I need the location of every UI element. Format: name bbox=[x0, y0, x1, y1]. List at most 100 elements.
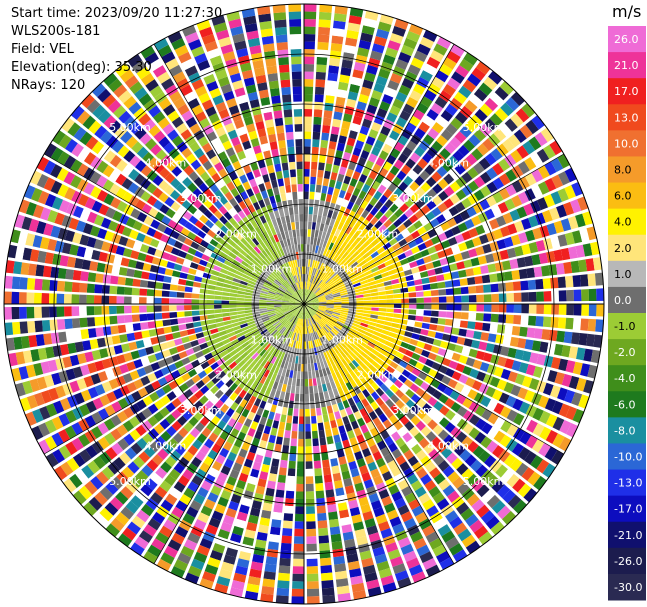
ppi-gate-cell bbox=[388, 193, 399, 203]
ppi-gate-cell bbox=[517, 161, 530, 175]
ppi-gate-cell bbox=[438, 190, 449, 202]
ppi-gate-cell bbox=[20, 262, 30, 275]
ppi-gate-cell bbox=[564, 167, 577, 183]
ppi-gate-cell bbox=[274, 27, 288, 36]
ppi-gate-cell bbox=[109, 315, 118, 325]
ppi-gate-cell bbox=[349, 194, 358, 204]
ppi-gate-cell bbox=[27, 320, 36, 334]
ppi-gate-cell bbox=[537, 181, 550, 195]
ppi-gate-cell bbox=[34, 292, 42, 304]
ppi-gate-cell bbox=[323, 170, 331, 180]
ppi-gate-cell bbox=[321, 579, 334, 589]
ppi-gate-cell bbox=[500, 102, 514, 117]
ppi-gate-cell bbox=[305, 483, 314, 492]
ppi-gate-cell bbox=[308, 282, 312, 290]
ppi-gate-cell bbox=[318, 26, 331, 36]
ppi-gate-cell bbox=[296, 468, 304, 477]
ppi-gate-cell bbox=[394, 247, 404, 256]
ppi-gate-cell bbox=[309, 259, 313, 268]
ppi-gate-cell bbox=[458, 85, 472, 99]
ppi-gate-cell bbox=[304, 236, 307, 245]
ppi-gate-cell bbox=[214, 304, 222, 309]
ppi-gate-cell bbox=[330, 226, 337, 236]
ppi-gate-cell bbox=[329, 526, 341, 535]
ppi-gate-cell bbox=[309, 292, 315, 299]
ppi-gate-cell bbox=[394, 208, 404, 218]
ppi-gate-cell bbox=[304, 296, 307, 304]
ppi-gate-cell bbox=[191, 293, 200, 299]
ppi-gate-cell bbox=[420, 249, 430, 258]
ppi-gate-cell bbox=[365, 273, 374, 280]
ppi-gate-cell bbox=[325, 277, 332, 284]
ppi-gate-cell bbox=[543, 291, 552, 302]
ppi-gate-cell bbox=[372, 229, 382, 238]
ppi-gate-cell bbox=[350, 154, 359, 164]
field-text: Field: VEL bbox=[11, 42, 74, 57]
ppi-gate-cell bbox=[311, 221, 317, 230]
ppi-gate-cell bbox=[474, 275, 483, 285]
ppi-gate-cell bbox=[395, 91, 408, 103]
ppi-gate-cell bbox=[347, 184, 355, 194]
ppi-gate-cell bbox=[314, 287, 320, 294]
ppi-gate-cell bbox=[306, 543, 317, 552]
ppi-gate-cell bbox=[461, 295, 469, 303]
ppi-gate-cell bbox=[206, 309, 215, 315]
ppi-gate-cell bbox=[146, 305, 155, 313]
ppi-gate-cell bbox=[388, 251, 398, 259]
ppi-gate-cell bbox=[3, 291, 12, 304]
colorbar-tick-label: 8.0 bbox=[614, 164, 632, 177]
ppi-gate-cell bbox=[191, 299, 200, 304]
ppi-gate-cell bbox=[311, 146, 319, 155]
ppi-gate-cell bbox=[422, 115, 435, 127]
ppi-gate-cell bbox=[322, 287, 330, 293]
ppi-gate-cell bbox=[309, 393, 315, 402]
ppi-gate-cell bbox=[304, 79, 314, 87]
ppi-gate-cell bbox=[487, 263, 497, 273]
ppi-gate-cell bbox=[305, 401, 310, 409]
colorbar-tick-label: -8.0 bbox=[614, 424, 635, 437]
ppi-gate-cell bbox=[199, 294, 207, 299]
ppi-gate-cell bbox=[304, 356, 308, 364]
ppi-gate-cell bbox=[277, 580, 290, 589]
ppi-gate-cell bbox=[363, 300, 372, 304]
ppi-gate-cell bbox=[486, 167, 498, 180]
ppi-gate-cell bbox=[293, 206, 299, 215]
ppi-gate-cell bbox=[513, 129, 527, 144]
ppi-gate-cell bbox=[484, 97, 499, 112]
ppi-gate-cell bbox=[320, 254, 325, 263]
ppi-gate-cell bbox=[321, 132, 330, 141]
ppi-gate-cell bbox=[345, 226, 353, 235]
ppi-gate-cell bbox=[322, 466, 331, 476]
ppi-gate-cell bbox=[64, 281, 73, 292]
ppi-gate-cell bbox=[504, 198, 516, 211]
ppi-gate-cell bbox=[346, 285, 354, 290]
ppi-gate-cell bbox=[321, 215, 327, 225]
ppi-gate-cell bbox=[374, 210, 384, 220]
ppi-gate-cell bbox=[426, 188, 437, 199]
ppi-gate-cell bbox=[169, 284, 178, 291]
range-ring-label: 4.00km bbox=[145, 439, 187, 452]
ppi-gate-cell bbox=[542, 316, 552, 328]
ppi-gate-cell bbox=[295, 498, 304, 507]
ppi-gate-cell bbox=[383, 219, 393, 228]
ppi-gate-cell bbox=[321, 273, 328, 281]
ppi-gate-cell bbox=[312, 275, 316, 284]
ppi-gate-cell bbox=[96, 337, 106, 348]
ppi-gate-cell bbox=[489, 273, 498, 283]
ppi-gate-cell bbox=[322, 239, 328, 248]
ppi-gate-cell bbox=[366, 64, 379, 75]
ppi-gate-cell bbox=[441, 239, 451, 249]
ppi-gate-cell bbox=[462, 79, 477, 93]
ppi-gate-cell bbox=[487, 333, 497, 343]
ppi-gate-cell bbox=[409, 261, 418, 269]
ppi-gate-cell bbox=[479, 199, 491, 211]
ppi-gate-cell bbox=[304, 116, 312, 125]
ppi-gate-cell bbox=[460, 158, 472, 171]
ppi-gate-cell bbox=[510, 91, 525, 107]
ppi-gate-cell bbox=[79, 294, 87, 304]
ppi-gate-cell bbox=[316, 177, 323, 186]
ppi-gate-cell bbox=[521, 103, 536, 118]
ppi-gate-cell bbox=[311, 154, 319, 163]
ppi-gate-cell bbox=[348, 161, 357, 171]
ppi-gate-cell bbox=[528, 291, 537, 302]
